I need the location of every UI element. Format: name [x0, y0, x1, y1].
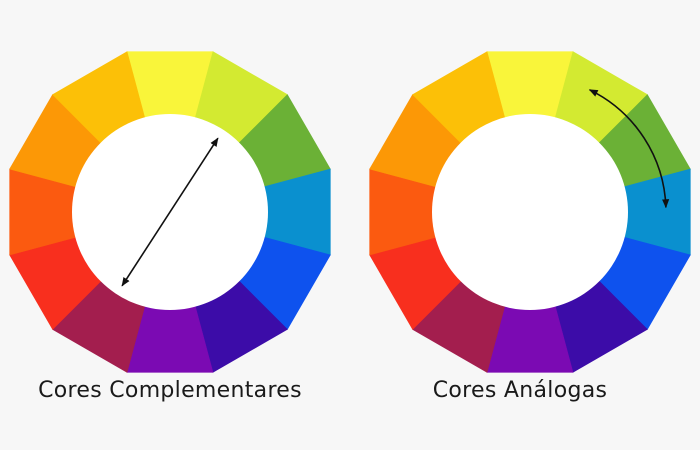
analogous-caption: Cores Análogas: [432, 378, 608, 403]
analogous-wheel-center: [432, 114, 628, 310]
analogous-curved-arrow: [588, 89, 670, 209]
complementary-double-arrow: [121, 137, 219, 287]
complementary-color-wheel: [9, 51, 331, 373]
complementary-caption: Cores Complementares: [38, 378, 302, 403]
analogous-color-wheel: [369, 51, 691, 373]
